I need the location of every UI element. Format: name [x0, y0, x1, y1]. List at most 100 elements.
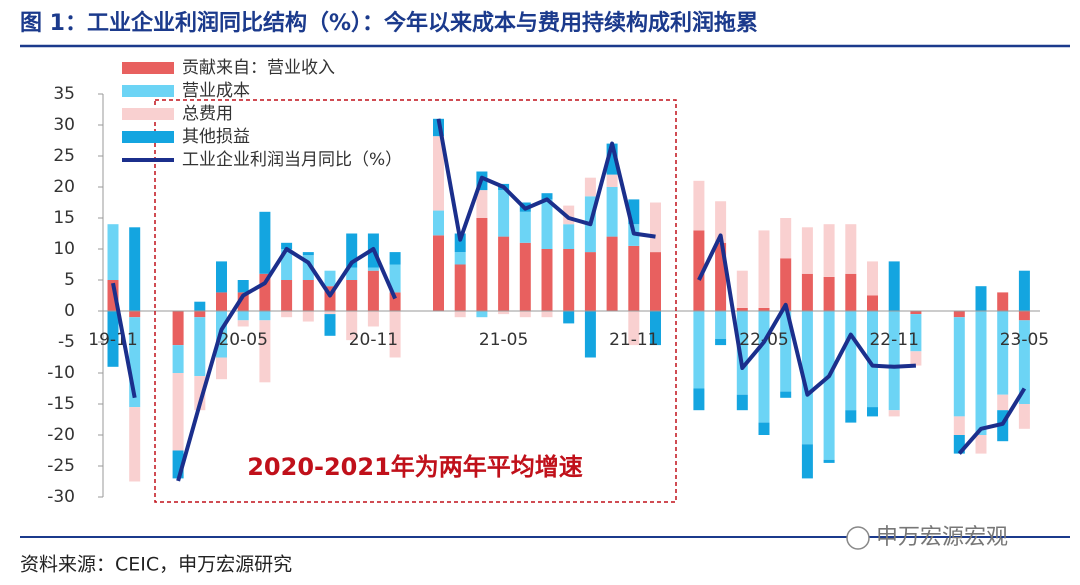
bar: [910, 311, 922, 315]
legend-swatch: [122, 62, 174, 74]
bar: [302, 252, 314, 256]
bar: [476, 190, 488, 218]
annotation: 2020-2021年为两年平均增速: [247, 453, 583, 481]
bar: [736, 307, 748, 311]
bar: [997, 292, 1009, 311]
bar: [758, 307, 770, 311]
bar: [563, 311, 575, 324]
bar: [172, 373, 184, 451]
bar: [975, 286, 987, 311]
bar: [389, 264, 401, 293]
bar: [129, 407, 141, 482]
bar: [780, 391, 792, 398]
bar: [194, 376, 206, 411]
bar: [519, 211, 531, 243]
y-tick-label: 15: [53, 208, 75, 228]
legend-swatch: [122, 131, 174, 143]
bar: [693, 311, 705, 389]
bar: [736, 394, 748, 411]
bar: [845, 311, 857, 411]
bar: [519, 311, 531, 318]
bar: [563, 249, 575, 311]
bar: [606, 236, 618, 311]
x-tick-label: 22-11: [869, 330, 918, 350]
legend-swatch: [122, 85, 174, 97]
bar: [433, 210, 444, 236]
bar: [389, 311, 401, 358]
x-tick-label: 21-11: [609, 330, 658, 350]
bar: [346, 267, 358, 280]
bar: [172, 345, 184, 373]
bar: [107, 224, 119, 280]
bar: [324, 270, 336, 287]
bar: [953, 416, 965, 435]
chart-title: 图 1：工业企业利润同比结构（%）：今年以来成本与费用持续构成利润拖累: [20, 10, 758, 36]
watermark-icon: [846, 526, 870, 550]
bar: [715, 242, 727, 311]
bar: [216, 357, 227, 380]
bar: [519, 242, 531, 311]
bar: [259, 211, 271, 274]
y-tick-label: -30: [47, 487, 75, 507]
bar: [237, 311, 249, 321]
bar: [584, 252, 596, 311]
bar: [736, 311, 748, 395]
bar: [281, 280, 293, 311]
x-tick-label: 20-05: [218, 330, 267, 350]
bar: [1018, 270, 1030, 311]
bar: [541, 311, 553, 318]
bar: [693, 180, 705, 231]
bar: [389, 252, 401, 265]
bar: [823, 311, 835, 460]
y-tick-label: -15: [47, 394, 75, 414]
bar: [324, 314, 336, 336]
bar: [650, 202, 661, 253]
y-tick-label: -25: [47, 456, 75, 476]
bar: [107, 311, 119, 367]
bar: [650, 311, 661, 346]
source: 资料来源：CEIC，申万宏源研究: [20, 554, 292, 576]
bar: [324, 311, 336, 315]
bar: [888, 261, 900, 311]
bar: [650, 252, 661, 311]
bar: [845, 410, 857, 423]
bar: [606, 174, 618, 187]
bar: [823, 224, 835, 277]
bar: [346, 311, 358, 341]
bar: [259, 320, 271, 383]
bar: [433, 235, 444, 311]
bar: [1018, 320, 1030, 404]
y-tick-label: -10: [47, 363, 75, 383]
bar: [563, 224, 575, 249]
bar: [780, 218, 792, 259]
y-tick-label: -20: [47, 425, 75, 445]
bar: [867, 261, 878, 296]
bar: [259, 311, 271, 321]
legend-label: 其他损益: [182, 127, 250, 147]
bar: [498, 236, 510, 311]
y-tick-label: 25: [53, 146, 75, 166]
bar: [302, 311, 314, 322]
y-tick-label: 5: [64, 270, 75, 290]
bar: [194, 317, 206, 377]
bar: [541, 249, 553, 311]
bar: [454, 311, 466, 318]
bar: [346, 233, 358, 268]
bar: [801, 227, 813, 274]
bar: [476, 311, 488, 318]
bar: [129, 317, 141, 408]
bar: [867, 295, 878, 311]
bar: [259, 273, 271, 311]
bar: [801, 311, 813, 445]
bar: [302, 255, 314, 280]
bar: [281, 242, 293, 249]
legend-swatch: [122, 108, 174, 120]
bar: [801, 273, 813, 311]
bar: [281, 311, 293, 318]
bar: [237, 292, 249, 311]
bar: [302, 280, 314, 311]
legend-label: 总费用: [182, 104, 233, 124]
bar: [129, 311, 141, 318]
bar: [780, 311, 792, 392]
